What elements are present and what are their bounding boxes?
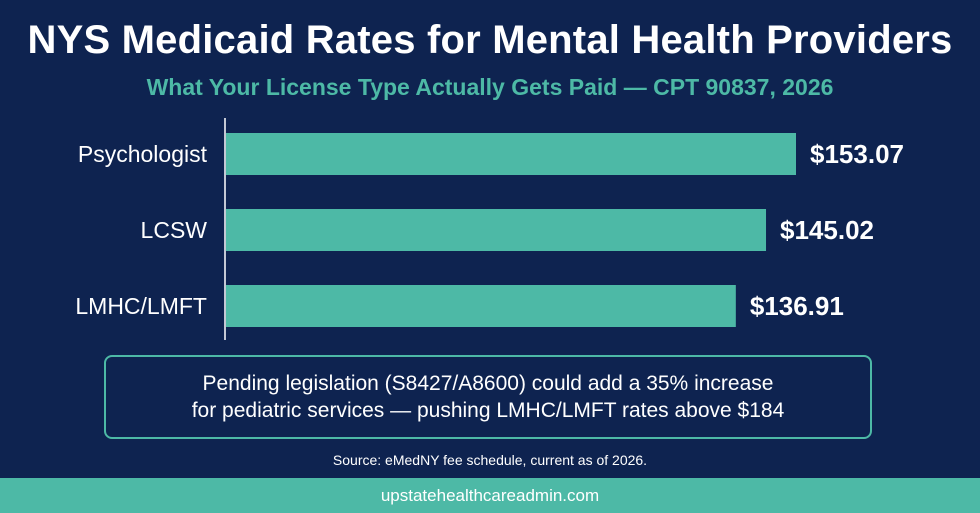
bar-0	[226, 133, 796, 175]
value-label-2: $136.91	[750, 291, 844, 321]
note-line-2: for pediatric services — pushing LMHC/LM…	[191, 399, 785, 422]
legislation-note: Pending legislation (S8427/A8600) could …	[104, 355, 872, 439]
footer-url[interactable]: upstatehealthcareadmin.com	[380, 485, 600, 505]
category-label-0: Psychologist	[78, 141, 208, 167]
bar-chart: Psychologist $153.07 LCSW $145.02 LMHC/LMFT $…	[75, 118, 904, 340]
value-label-1: $145.02	[780, 215, 874, 245]
bar-1	[226, 209, 767, 251]
chart-title: NYS Medicaid Rates for Mental Health Pro…	[27, 18, 953, 62]
footer-bar: upstatehealthcareadmin.com	[0, 478, 980, 513]
chart-subtitle: What Your License Type Actually Gets Pai…	[146, 74, 834, 100]
category-label-1: LCSW	[141, 217, 208, 243]
bar-2	[226, 285, 736, 327]
note-line-1: Pending legislation (S8427/A8600) could …	[202, 372, 774, 395]
value-label-0: $153.07	[810, 139, 904, 169]
source-note: Source: eMedNY fee schedule, current as …	[332, 452, 648, 468]
category-label-2: LMHC/LMFT	[75, 293, 207, 319]
